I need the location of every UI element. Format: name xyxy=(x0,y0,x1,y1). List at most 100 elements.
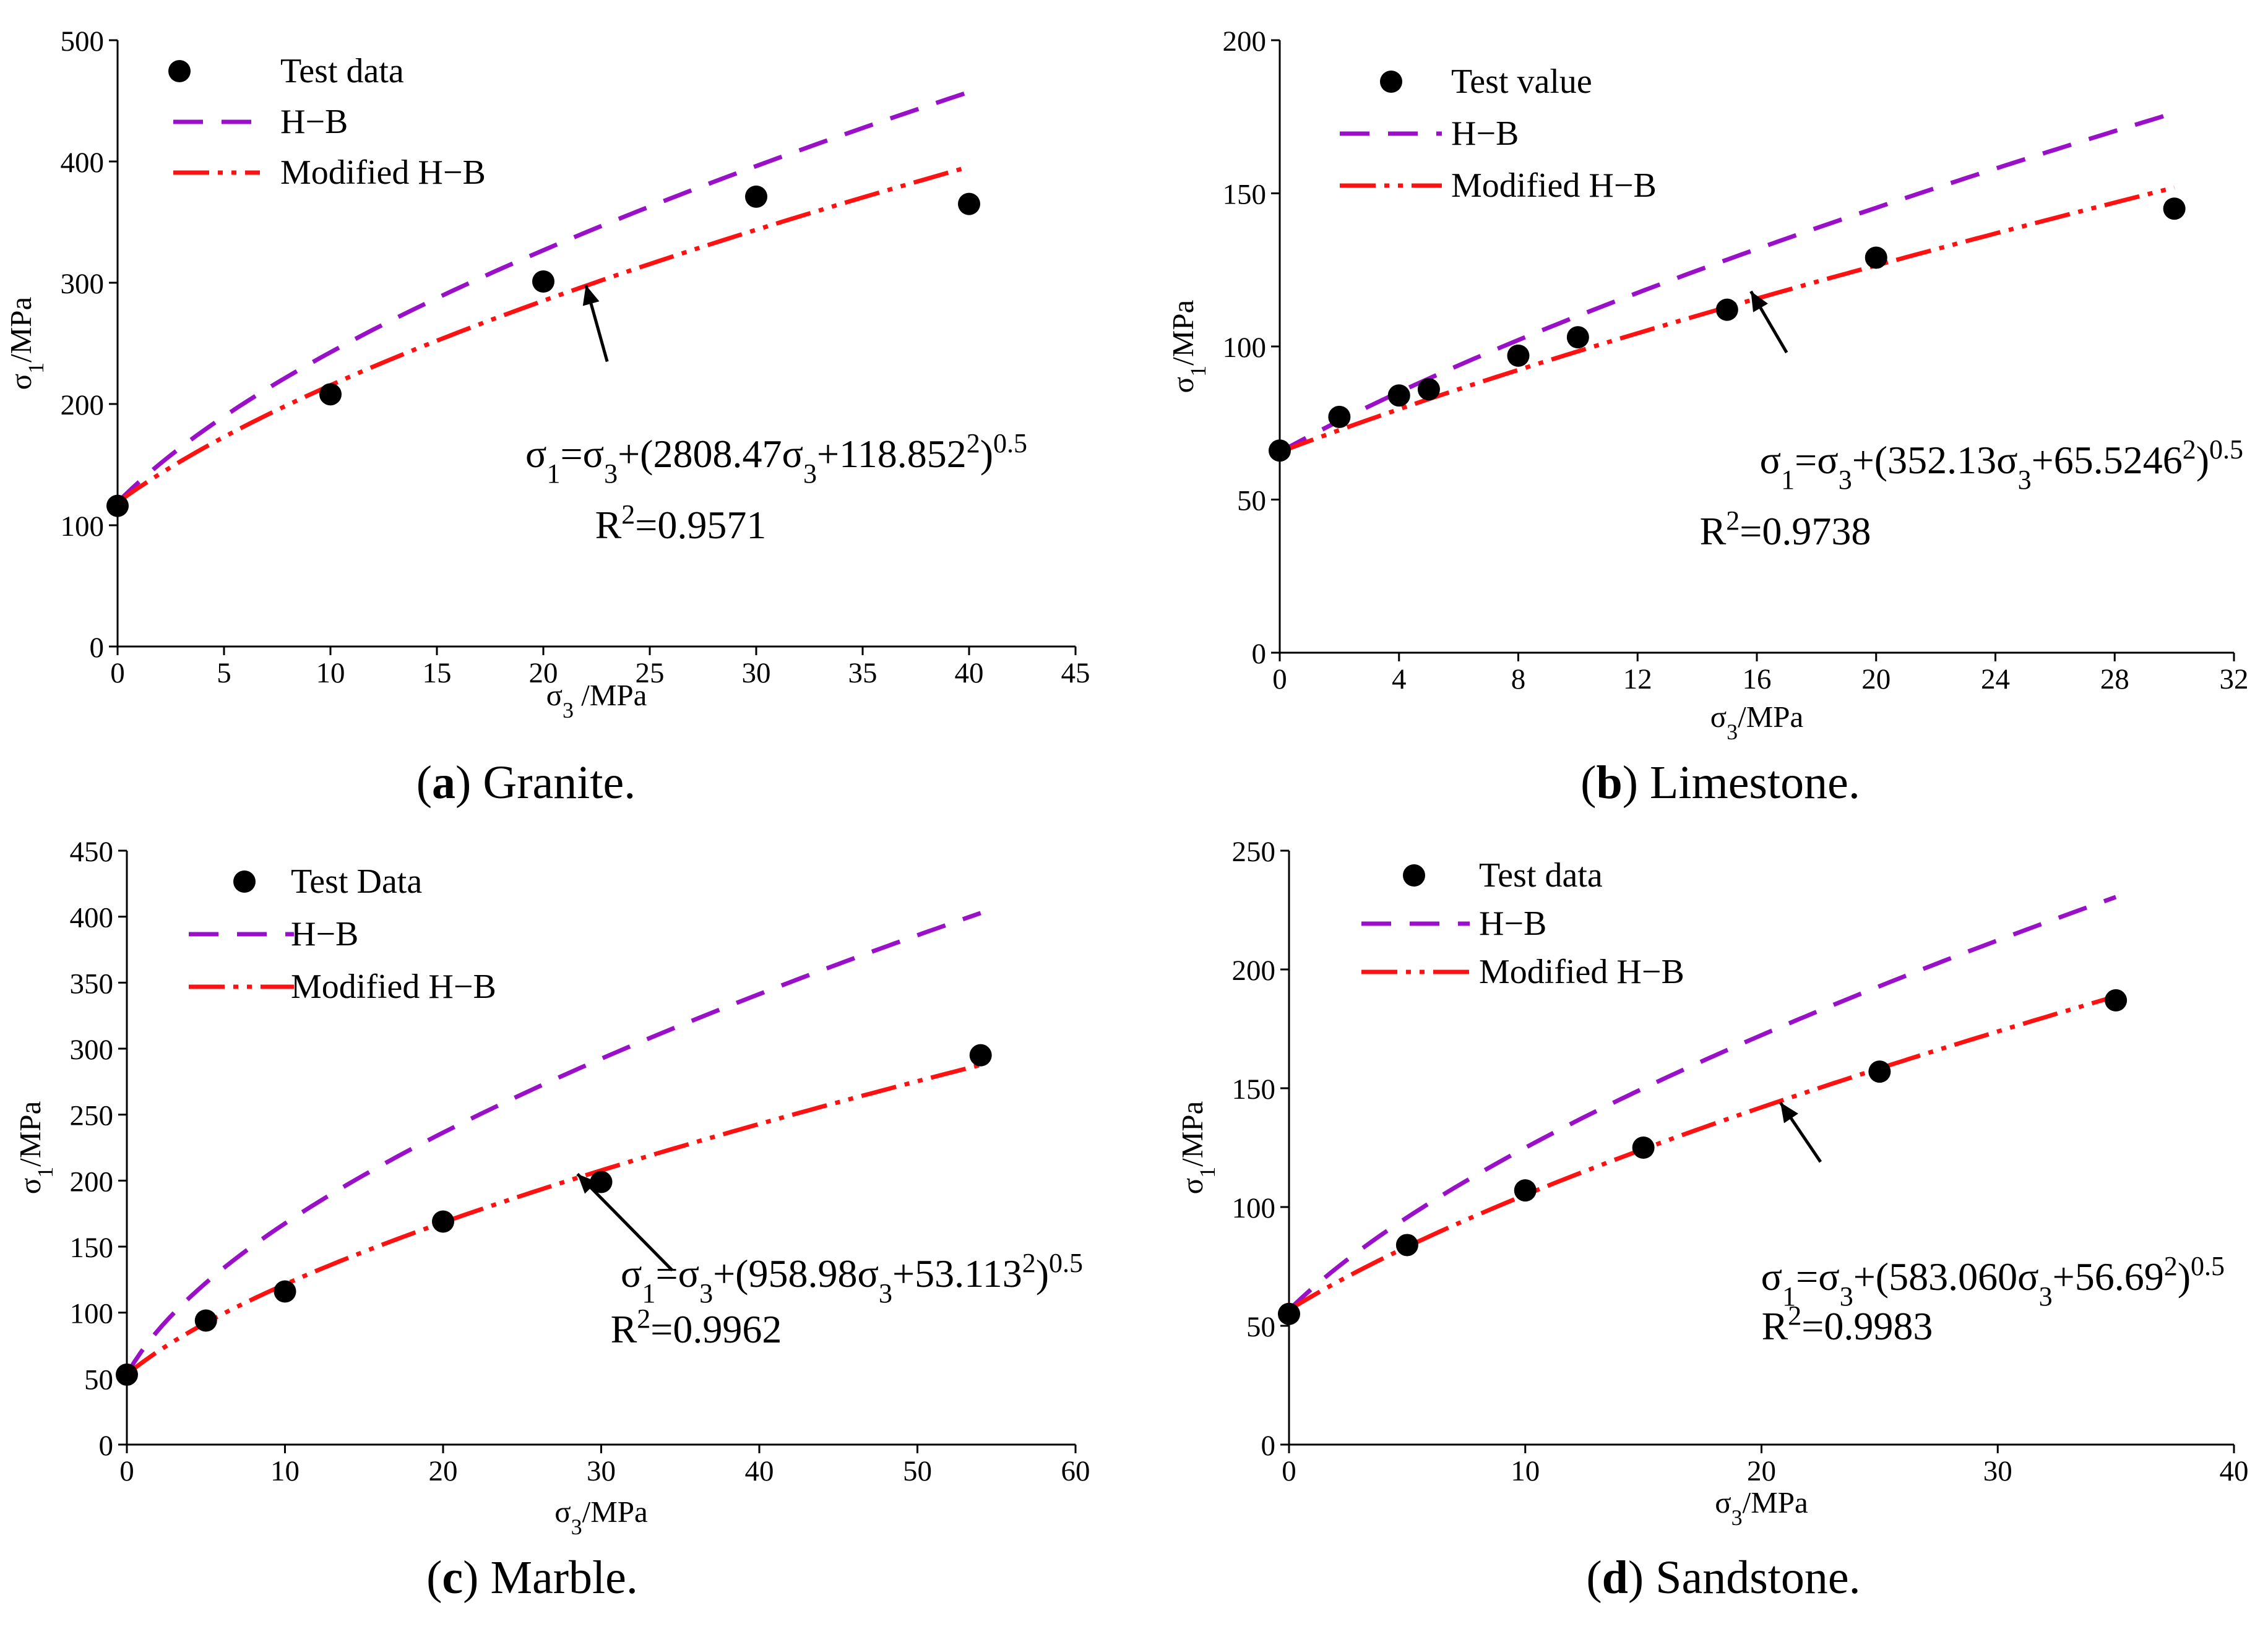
caption-letter: d xyxy=(1602,1552,1628,1604)
x-tick-label: 24 xyxy=(1981,663,2010,695)
y-axis-label-main: σ xyxy=(1175,1178,1209,1194)
y-tick-label: 300 xyxy=(61,268,105,300)
eq-part: ) xyxy=(980,432,993,476)
r2-part: =0.9983 xyxy=(1801,1304,1933,1348)
panel-caption: (b) Limestone. xyxy=(1580,757,1860,809)
eq-subscript: 3 xyxy=(2018,465,2032,495)
hb-curve xyxy=(116,90,970,504)
x-axis-label-subscript: 3 xyxy=(1727,720,1738,744)
x-tick-label: 60 xyxy=(1061,1455,1090,1487)
eq-subscript: 3 xyxy=(2039,1281,2053,1312)
legend-label-modified: Modified H−B xyxy=(1479,953,1684,991)
annotation-arrow-head xyxy=(1780,1102,1798,1124)
eq-part: +(583.060σ xyxy=(1853,1255,2039,1299)
r-squared: R2=0.9983 xyxy=(1762,1300,1933,1349)
x-axis-label-main: σ xyxy=(546,678,563,712)
x-tick-label: 5 xyxy=(217,657,231,689)
test-data-point xyxy=(1507,344,1530,367)
r2-part: =0.9962 xyxy=(650,1307,782,1351)
eq-subscript: 1 xyxy=(642,1278,655,1308)
eq-subscript: 1 xyxy=(546,458,560,489)
caption-letter: c xyxy=(442,1552,463,1604)
x-tick-label: 40 xyxy=(2220,1455,2249,1487)
legend-label-hb: H−B xyxy=(280,103,348,141)
x-tick-label: 35 xyxy=(848,657,877,689)
y-tick-label: 50 xyxy=(1237,485,1266,517)
hb-curve xyxy=(1278,111,2175,454)
caption-letter: a xyxy=(432,757,455,809)
legend-label-test: Test data xyxy=(280,52,404,90)
eq-part: +65.5246 xyxy=(2032,438,2183,482)
caption-part: ( xyxy=(1580,757,1596,809)
y-axis-label-main: σ xyxy=(1166,377,1200,393)
y-tick-label: 500 xyxy=(61,25,105,58)
modified-hb-curve xyxy=(1288,994,2117,1312)
y-tick-label: 400 xyxy=(61,147,105,179)
caption-text: Limestone. xyxy=(1638,757,1860,809)
eq-part: ) xyxy=(2178,1255,2191,1299)
x-axis-label-main: σ xyxy=(1715,1485,1731,1519)
r2-part: R xyxy=(1762,1304,1788,1348)
eq-part: σ xyxy=(1761,1255,1783,1299)
x-tick-label: 0 xyxy=(1272,663,1287,695)
x-tick-label: 0 xyxy=(110,657,125,689)
r2-part: =0.9738 xyxy=(1740,509,1871,553)
y-tick-label: 0 xyxy=(1252,638,1267,670)
y-axis-label-main: σ xyxy=(13,1178,47,1194)
legend-label-modified: Modified H−B xyxy=(280,153,486,192)
legend-label-hb: H−B xyxy=(1479,904,1546,943)
test-data-point xyxy=(1328,405,1351,428)
r2-part: R xyxy=(611,1307,637,1351)
x-tick-label: 20 xyxy=(1747,1455,1776,1487)
test-data-point xyxy=(1868,1060,1891,1083)
y-tick-label: 150 xyxy=(70,1232,114,1264)
test-data-point xyxy=(2105,989,2128,1012)
eq-part: +(958.98σ xyxy=(713,1252,879,1295)
x-axis-label-unit: /MPa xyxy=(1738,700,1803,734)
eq-subscript: 3 xyxy=(1840,1281,1853,1312)
x-tick-label: 0 xyxy=(119,1455,134,1487)
legend-label-modified: Modified H−B xyxy=(1451,166,1657,205)
r2-part: R xyxy=(595,503,622,547)
y-tick-label: 200 xyxy=(61,389,105,421)
eq-superscript: 0.5 xyxy=(1049,1248,1083,1278)
x-tick-label: 30 xyxy=(742,657,771,689)
annotation-arrow-head xyxy=(577,1174,597,1194)
test-data-point xyxy=(958,192,980,215)
y-tick-label: 100 xyxy=(1223,332,1267,364)
chart-panel-d: 0 10 20 30 40050100150200250σ3/MPaσ1/MPaTest… xyxy=(1175,836,2249,1604)
caption-part: ) xyxy=(1623,757,1638,809)
y-tick-label: 150 xyxy=(1232,1073,1276,1106)
y-axis-label-subscript: 1 xyxy=(33,1167,58,1178)
test-data-point xyxy=(1417,378,1440,401)
eq-superscript: 2 xyxy=(2164,1251,2178,1281)
eq-subscript: 3 xyxy=(879,1278,892,1308)
fit-equation: σ1=σ3+(352.13σ3+65.52462)0.5 xyxy=(1760,434,2243,495)
eq-part: =σ xyxy=(560,432,604,476)
fit-equation: σ1=σ3+(958.98σ3+53.1132)0.5 xyxy=(621,1248,1083,1308)
test-data-point xyxy=(969,1044,992,1067)
r-squared: R2=0.9571 xyxy=(595,499,767,548)
x-tick-label: 28 xyxy=(2100,663,2129,695)
annotation-arrow-head xyxy=(582,285,600,306)
test-data-point xyxy=(274,1280,296,1303)
r-squared: R2=0.9738 xyxy=(1700,505,1871,554)
x-axis-label: σ3/MPa xyxy=(1710,700,1804,744)
y-axis-label-unit: /MPa xyxy=(1166,299,1200,365)
r2-superscript: 2 xyxy=(637,1304,650,1334)
r2-part: R xyxy=(1700,509,1727,553)
y-tick-label: 400 xyxy=(70,902,114,934)
test-data-point xyxy=(2163,197,2186,220)
eq-superscript: 2 xyxy=(967,428,980,458)
r2-superscript: 2 xyxy=(621,499,635,530)
y-axis-label-unit: /MPa xyxy=(4,296,38,362)
x-tick-label: 0 xyxy=(1282,1455,1296,1487)
eq-subscript: 3 xyxy=(604,458,618,489)
x-tick-label: 20 xyxy=(1861,663,1891,695)
r2-superscript: 2 xyxy=(1726,505,1740,536)
test-data-point xyxy=(1715,298,1738,321)
caption-text: Sandstone. xyxy=(1644,1552,1860,1604)
annotation-arrow-head xyxy=(1751,291,1768,312)
